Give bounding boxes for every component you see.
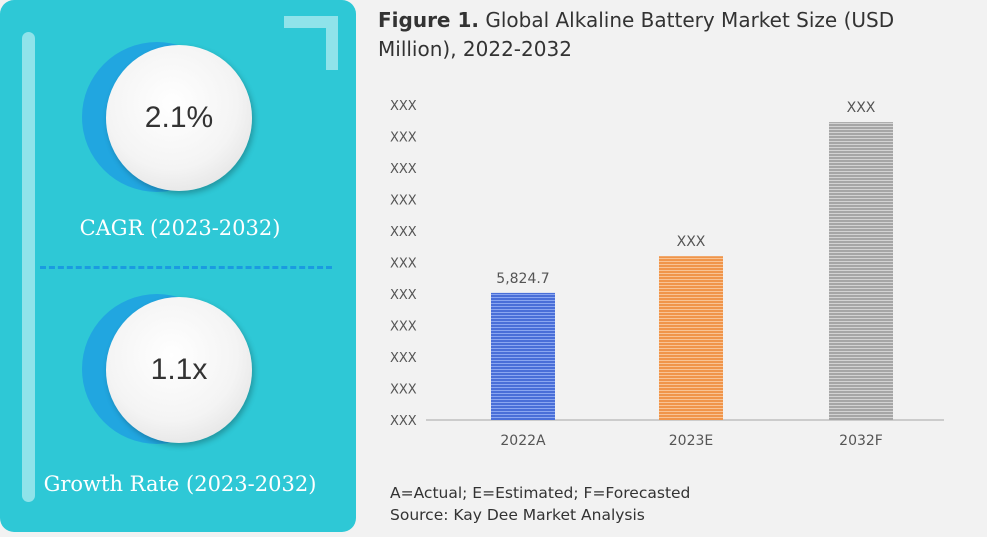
abbreviation-note: A=Actual; E=Estimated; F=Forecasted: [390, 484, 691, 502]
y-tick-label: XXX: [390, 383, 417, 398]
y-tick-label: XXX: [390, 414, 417, 429]
y-tick-label: XXX: [390, 162, 417, 177]
y-axis-ticks: XXX XXX XXX XXX XXX XXX XXX XXX XXX XXX XXX: [390, 99, 417, 429]
y-tick-label: XXX: [390, 257, 417, 272]
growth-disc: 1.1x: [82, 294, 262, 454]
bars: 5,824.7 2022A XXX 2023E XXX 2032F: [491, 100, 893, 449]
figure-title-text: Global Alkaline Battery Market Size (USD…: [378, 8, 895, 61]
figure-prefix: Figure 1.: [378, 8, 479, 32]
bar-2022A: [491, 292, 555, 420]
figure-title: Figure 1. Global Alkaline Battery Market…: [378, 6, 978, 64]
market-size-chart: XXX XXX XXX XXX XXX XXX XXX XXX XXX XXX XXX 5,824.…: [390, 99, 944, 449]
data-label: 5,824.7: [496, 271, 549, 287]
stats-panel: 2.1% CAGR (2023-2032) 1.1x Growth Rate (…: [0, 0, 356, 532]
y-tick-label: XXX: [390, 351, 417, 366]
cagr-disc-face: 2.1%: [106, 45, 252, 191]
category-label: 2032F: [839, 433, 883, 449]
cagr-label: CAGR (2023-2032): [79, 216, 281, 240]
panel-side-bar: [22, 32, 35, 502]
data-label: XXX: [677, 234, 706, 250]
category-label: 2023E: [669, 433, 713, 449]
growth-value: 1.1x: [150, 353, 208, 386]
y-tick-label: XXX: [390, 99, 417, 114]
growth-disc-face: 1.1x: [106, 297, 252, 443]
y-tick-label: XXX: [390, 194, 417, 209]
panel-divider: [40, 266, 332, 269]
chart-notes: A=Actual; E=Estimated; F=Forecasted Sour…: [390, 482, 690, 526]
corner-decoration: [284, 16, 338, 70]
source-note: Source: Kay Dee Market Analysis: [390, 506, 645, 524]
category-label: 2022A: [500, 433, 546, 449]
y-tick-label: XXX: [390, 288, 417, 303]
bar-2023E: [659, 256, 723, 420]
y-tick-label: XXX: [390, 225, 417, 240]
growth-label: Growth Rate (2023-2032): [43, 472, 317, 496]
y-tick-label: XXX: [390, 131, 417, 146]
cagr-value: 2.1%: [144, 101, 214, 134]
bar-2032F: [829, 122, 893, 420]
cagr-disc: 2.1%: [82, 42, 262, 202]
data-label: XXX: [847, 100, 876, 116]
y-tick-label: XXX: [390, 320, 417, 335]
